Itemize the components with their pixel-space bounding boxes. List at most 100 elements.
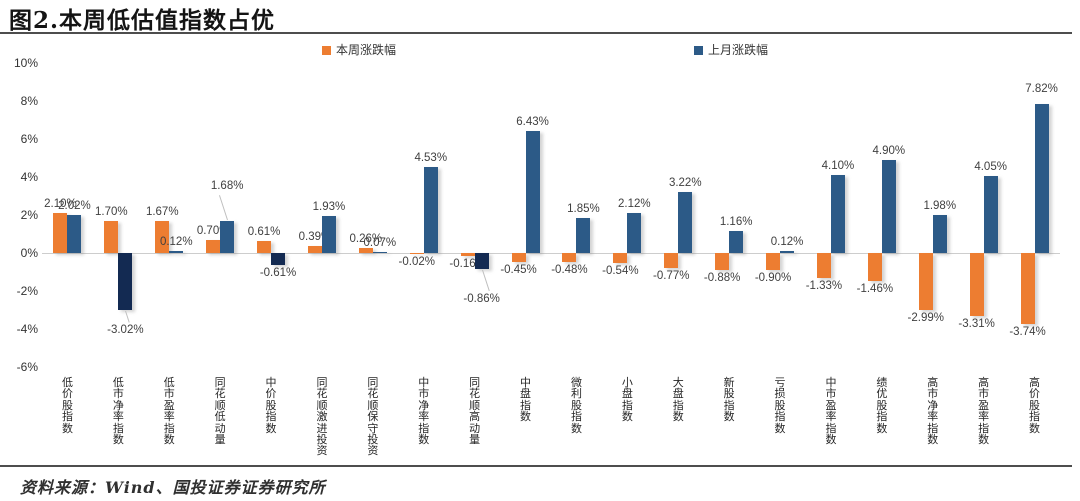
bar-month-6 — [372, 251, 387, 253]
bar-month-0 — [67, 214, 82, 253]
category-label-8: 同花顺高动量 — [469, 377, 481, 447]
category-label-11: 小盘指数 — [621, 377, 633, 424]
value-label-month-16: 4.90% — [872, 144, 906, 157]
value-label-month-2: 0.12% — [159, 235, 193, 248]
category-label-7: 中市净率指数 — [418, 377, 430, 447]
value-label-week-16: -1.46% — [856, 282, 894, 295]
bar-month-4 — [271, 253, 286, 265]
category-label-3: 同花顺低动量 — [214, 377, 226, 447]
figure-title: 图2.本周低估值指数占优 — [9, 7, 276, 34]
value-label-week-7: -0.02% — [398, 256, 435, 268]
value-label-week-10: -0.48% — [551, 264, 588, 277]
value-label-month-19: 7.82% — [1025, 83, 1058, 96]
bar-week-12 — [664, 253, 679, 268]
bar-week-10 — [562, 253, 577, 263]
category-label-10: 微利股指数 — [570, 377, 582, 435]
value-label-month-8: -0.86% — [463, 293, 500, 306]
bar-month-19 — [1034, 104, 1049, 253]
value-label-month-5: 1.93% — [312, 201, 346, 214]
value-label-month-7: 4.53% — [414, 151, 448, 164]
footer-rule — [0, 465, 1072, 467]
bar-week-7 — [409, 253, 424, 254]
bar-week-3 — [206, 239, 221, 253]
title-rule — [0, 32, 1072, 34]
value-label-month-14: 0.12% — [770, 235, 804, 248]
bar-week-13 — [715, 253, 730, 270]
value-label-month-1: -3.02% — [107, 324, 144, 337]
category-label-14: 亏损股指数 — [774, 377, 786, 435]
category-label-13: 新股指数 — [723, 377, 735, 424]
source-note: 资料来源：Wind、国投证券证券研究所 — [20, 478, 326, 497]
value-label-week-12: -0.77% — [653, 269, 690, 282]
category-label-17: 高市净率指数 — [927, 377, 939, 447]
bar-week-1 — [104, 220, 119, 253]
category-label-2: 低市盈率指数 — [163, 377, 175, 447]
bar-week-19 — [1020, 253, 1035, 325]
bar-month-17 — [932, 215, 947, 253]
value-label-month-0: 2.02% — [58, 199, 91, 212]
category-label-16: 绩优股指数 — [876, 377, 888, 435]
y-tick--2%: -2% — [16, 284, 38, 298]
y-tick-6%: 6% — [20, 132, 38, 146]
value-label-month-4: -0.61% — [259, 266, 297, 279]
legend-swatch-month-icon — [694, 45, 703, 55]
value-label-month-10: 1.85% — [567, 202, 600, 215]
bar-week-6 — [358, 248, 373, 253]
category-label-5: 同花顺激进投资 — [316, 377, 328, 458]
bar-week-18 — [969, 253, 984, 316]
bar-month-14 — [780, 250, 795, 253]
y-tick-4%: 4% — [20, 170, 38, 184]
bar-month-7 — [423, 166, 438, 253]
bar-month-15 — [830, 175, 845, 253]
value-label-week-0: 2.10% — [44, 198, 77, 211]
label-leader-line — [125, 311, 131, 323]
value-label-month-18: 4.05% — [974, 161, 1007, 174]
value-label-month-6: 0.07% — [363, 236, 397, 249]
value-label-month-9: 6.43% — [516, 115, 549, 128]
category-label-19: 高价股指数 — [1029, 377, 1041, 435]
label-leader-line — [219, 195, 229, 221]
legend-label-month: 上月涨跌幅 — [708, 42, 769, 57]
bar-week-15 — [816, 253, 831, 279]
category-label-0: 低价股指数 — [61, 377, 73, 435]
bar-month-18 — [983, 176, 998, 253]
y-tick-10%: 10% — [13, 56, 38, 70]
value-label-month-15: 4.10% — [821, 160, 855, 173]
bar-week-8 — [460, 253, 475, 257]
bar-month-3 — [220, 221, 235, 253]
value-label-week-14: -0.90% — [754, 272, 792, 285]
bar-month-1 — [118, 253, 133, 311]
value-label-month-13: 1.16% — [719, 215, 753, 228]
bar-month-8 — [474, 253, 489, 270]
bar-month-11 — [627, 212, 642, 253]
bar-week-0 — [53, 213, 68, 253]
zero-axis-line — [42, 253, 1060, 254]
category-label-12: 大盘指数 — [672, 377, 684, 424]
legend-swatch-week-icon — [322, 45, 331, 55]
value-label-week-13: -0.88% — [703, 271, 741, 284]
value-label-week-19: -3.74% — [1009, 326, 1046, 339]
bar-month-9 — [525, 130, 540, 253]
value-label-week-4: 0.61% — [247, 226, 281, 239]
category-label-9: 中盘指数 — [520, 377, 532, 424]
value-label-week-9: -0.45% — [500, 263, 537, 276]
value-label-week-11: -0.54% — [602, 265, 639, 278]
bar-month-5 — [321, 216, 336, 253]
category-label-4: 中价股指数 — [265, 377, 277, 435]
y-tick--4%: -4% — [16, 322, 38, 336]
category-label-1: 低市净率指数 — [112, 377, 124, 447]
value-label-week-15: -1.33% — [805, 280, 843, 293]
y-tick-8%: 8% — [20, 94, 38, 108]
bar-week-2 — [155, 221, 170, 253]
category-label-15: 中市盈率指数 — [825, 377, 837, 447]
value-label-month-17: 1.98% — [923, 200, 957, 213]
bar-week-14 — [766, 253, 781, 271]
legend-item-month: 上月涨跌幅 — [694, 43, 768, 57]
legend-item-week: 本周涨跌幅 — [322, 43, 396, 57]
bar-month-16 — [881, 159, 896, 253]
value-label-week-17: -2.99% — [907, 311, 944, 324]
category-label-6: 同花顺保守投资 — [367, 377, 379, 458]
category-label-18: 高市盈率指数 — [978, 377, 990, 447]
bar-week-4 — [257, 241, 272, 253]
